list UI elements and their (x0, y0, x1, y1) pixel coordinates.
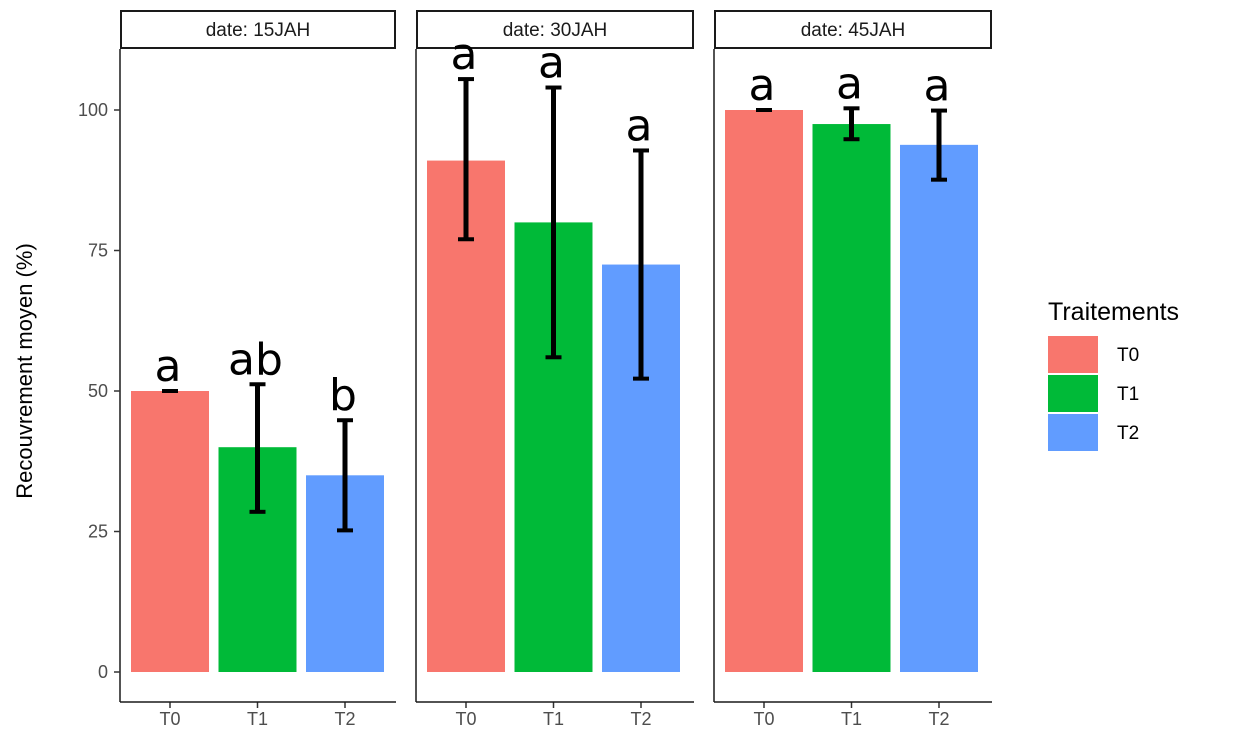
bar (725, 110, 803, 672)
legend-item: T2 (1048, 414, 1139, 451)
facet-strip-label: date: 30JAH (503, 20, 608, 41)
facet-strip-label: date: 45JAH (801, 20, 906, 41)
error-bar (931, 108, 947, 182)
significance-label: a (749, 60, 776, 111)
facet-strip (120, 10, 396, 49)
facet-3: date: 45JAH a T0 a T1 a T2 (713, 10, 992, 729)
significance-label: a (538, 38, 565, 89)
legend-title: Traitements (1048, 298, 1179, 326)
x-tick-label: T2 (928, 709, 949, 729)
significance-label: b (329, 370, 357, 421)
significance-label: a (626, 100, 653, 151)
legend-swatch (1048, 375, 1098, 412)
error-bar (249, 382, 266, 514)
facet-1: date: 15JAH a T0 ab T1 b T2 (119, 10, 396, 729)
bar (131, 391, 209, 672)
significance-label: a (836, 58, 863, 109)
x-tick-label: T1 (543, 709, 564, 729)
bar (427, 160, 505, 672)
error-bar (458, 77, 474, 242)
x-tick-label: T0 (455, 709, 476, 729)
legend-item: T0 (1048, 336, 1139, 373)
significance-label: a (451, 29, 478, 80)
facet-strip (416, 10, 694, 49)
bar (812, 124, 891, 673)
error-bar (545, 85, 562, 360)
facet-strip-label: date: 15JAH (206, 20, 311, 41)
x-tick-label: T2 (630, 709, 651, 729)
x-tick-label: T0 (159, 709, 180, 729)
legend-swatch (1048, 336, 1098, 373)
y-tick-label: 100 (78, 100, 108, 120)
facet-strip (714, 10, 992, 49)
legend-label: T0 (1117, 345, 1139, 366)
y-tick-label: 25 (88, 522, 108, 542)
significance-label: a (155, 341, 182, 392)
error-bar (843, 106, 860, 142)
significance-label: a (924, 61, 951, 112)
significance-label: ab (228, 334, 283, 385)
error-bar (633, 148, 649, 381)
y-tick-label: 50 (88, 381, 108, 401)
legend: Traitements T0 T1 T2 (1048, 298, 1179, 451)
legend-swatch (1048, 414, 1098, 451)
legend-label: T2 (1117, 423, 1139, 444)
x-tick-label: T2 (334, 709, 355, 729)
x-tick-label: T1 (841, 709, 862, 729)
bar (900, 144, 978, 672)
y-tick-label: 0 (98, 662, 108, 682)
error-bar (337, 418, 353, 533)
legend-item: T1 (1048, 375, 1139, 412)
x-tick-label: T1 (247, 709, 268, 729)
x-tick-label: T0 (753, 709, 774, 729)
y-tick-label: 75 (88, 241, 108, 261)
y-axis-title: Recouvrement moyen (%) (12, 243, 37, 499)
legend-label: T1 (1117, 384, 1139, 405)
